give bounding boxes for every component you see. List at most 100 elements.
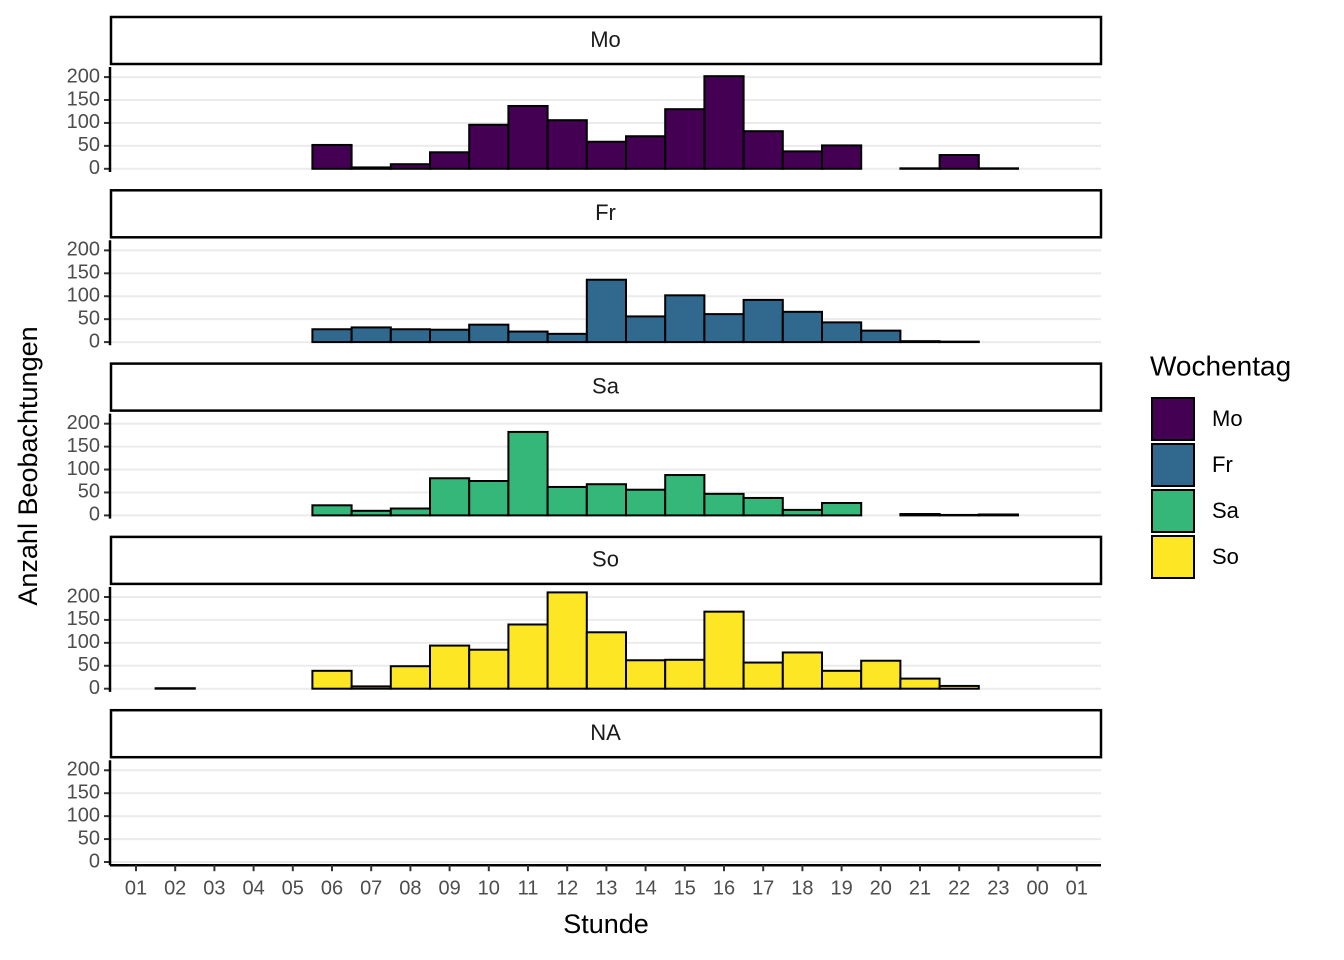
y-tick-label: 100 <box>67 631 100 653</box>
bar <box>781 310 823 344</box>
y-tick-label: 200 <box>67 239 100 261</box>
bar <box>781 150 823 170</box>
legend-key <box>1151 535 1195 579</box>
x-tick-label: 11 <box>518 877 539 899</box>
legend-label: Fr <box>1212 452 1233 477</box>
bar <box>389 507 431 517</box>
y-tick-label: 100 <box>67 804 100 826</box>
x-tick-label: 01 <box>125 877 147 899</box>
bar <box>742 298 784 344</box>
bar <box>350 509 392 517</box>
bar <box>350 685 392 690</box>
bar <box>311 143 353 170</box>
x-tick-label: 06 <box>321 877 343 899</box>
bar <box>625 659 667 690</box>
bar <box>703 610 745 690</box>
bar <box>468 648 510 690</box>
bar <box>821 321 863 344</box>
x-tick-label: 20 <box>870 877 892 899</box>
bar <box>429 644 471 690</box>
x-tick-label: 12 <box>556 877 578 899</box>
y-tick-label: 150 <box>67 262 100 284</box>
legend-key <box>1151 489 1195 533</box>
bar <box>625 135 667 170</box>
bar <box>585 631 627 690</box>
y-tick-label: 150 <box>67 781 100 803</box>
x-tick-label: 23 <box>987 877 1009 899</box>
bar <box>742 130 784 170</box>
x-tick-label: 15 <box>674 877 696 899</box>
y-tick-label: 200 <box>67 412 100 434</box>
bar <box>703 313 745 344</box>
legend-title: Wochentag <box>1150 350 1291 381</box>
y-tick-label: 200 <box>67 65 100 87</box>
y-tick-label: 150 <box>67 435 100 457</box>
bar <box>703 492 745 517</box>
bar <box>546 332 588 344</box>
y-tick-label: 50 <box>78 307 100 329</box>
bar <box>742 496 784 517</box>
bar <box>507 430 549 517</box>
y-axis-label: Anzahl Beobachtungen <box>13 326 43 605</box>
bar <box>429 477 471 517</box>
bar <box>860 329 902 344</box>
bar <box>899 677 941 690</box>
x-tick-label: 13 <box>595 877 617 899</box>
x-tick-label: 17 <box>752 877 774 899</box>
y-tick-label: 50 <box>78 481 100 503</box>
facet-strip <box>109 189 1103 239</box>
bar <box>742 661 784 690</box>
legend-label: Sa <box>1212 498 1240 523</box>
x-tick-label: 02 <box>164 877 186 899</box>
bar <box>781 508 823 517</box>
bar <box>389 328 431 344</box>
bar <box>311 669 353 690</box>
y-tick-label: 0 <box>89 850 100 872</box>
y-tick-label: 150 <box>67 88 100 110</box>
bar <box>389 163 431 170</box>
bar <box>468 323 510 344</box>
facet-label: Mo <box>590 27 621 52</box>
facet-label: Sa <box>592 373 620 398</box>
y-tick-label: 0 <box>89 157 100 179</box>
bar <box>507 104 549 170</box>
y-tick-label: 50 <box>78 827 100 849</box>
facet-label: So <box>592 547 619 572</box>
bar <box>899 513 941 517</box>
bar <box>507 623 549 690</box>
x-tick-label: 14 <box>634 877 656 899</box>
bar <box>546 591 588 690</box>
bar <box>664 294 706 344</box>
bar <box>546 119 588 170</box>
bar <box>585 140 627 170</box>
y-tick-label: 0 <box>89 504 100 526</box>
bar <box>625 315 667 344</box>
x-tick-label: 22 <box>948 877 970 899</box>
bar <box>664 658 706 690</box>
bar <box>468 123 510 170</box>
bar <box>429 151 471 170</box>
legend-key <box>1151 397 1195 441</box>
y-tick-label: 100 <box>67 458 100 480</box>
bar <box>938 684 980 690</box>
x-tick-label: 01 <box>1066 877 1088 899</box>
x-tick-label: 03 <box>203 877 225 899</box>
x-tick-label: 21 <box>909 877 931 899</box>
y-tick-label: 100 <box>67 111 100 133</box>
x-tick-label: 10 <box>478 877 500 899</box>
bar <box>703 75 745 170</box>
bar <box>389 665 431 690</box>
bar <box>546 485 588 517</box>
x-tick-label: 04 <box>242 877 264 899</box>
facet-strip <box>109 708 1103 759</box>
facet-strip <box>109 362 1103 412</box>
x-tick-label: 09 <box>438 877 460 899</box>
x-tick-label: 05 <box>282 877 304 899</box>
bar <box>585 278 627 344</box>
bar <box>899 340 941 344</box>
bar <box>429 328 471 344</box>
x-tick-label: 16 <box>713 877 735 899</box>
bar <box>664 108 706 170</box>
y-tick-label: 0 <box>89 330 100 352</box>
